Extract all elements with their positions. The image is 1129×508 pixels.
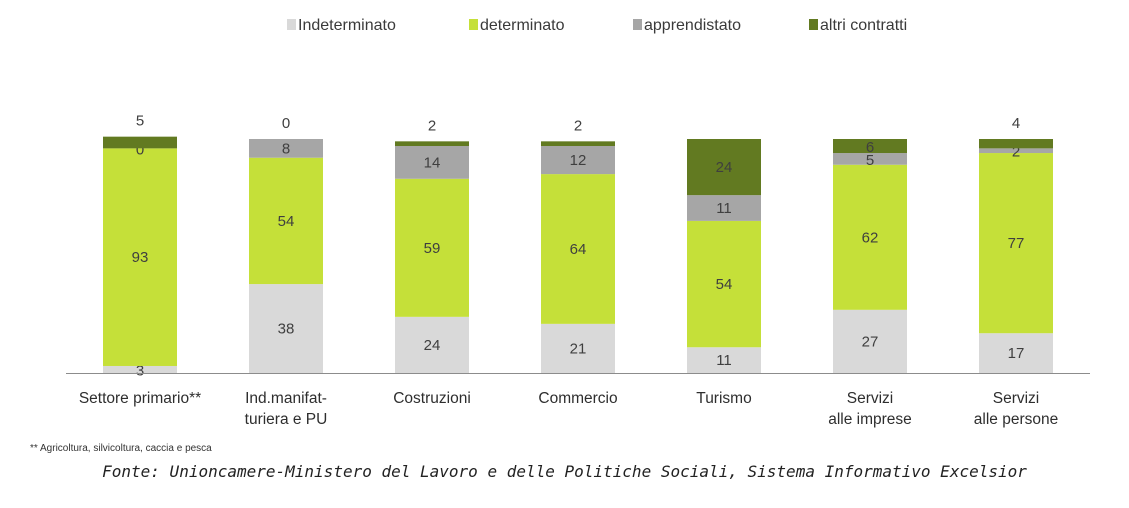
x-tick-label-ind-manifat-turiera-e-pu: Ind.manifat-turiera e PU [245, 390, 328, 428]
bar-segment-indeterminato [249, 284, 323, 373]
value-label-apprendistato: 5 [866, 152, 874, 169]
value-label-apprendistato: 2 [1012, 144, 1020, 161]
bar-segment-determinato [979, 153, 1053, 334]
legend-swatch-determinato [469, 19, 478, 30]
source-note: Fonte: Unioncamere-Ministero del Lavoro … [102, 462, 1027, 481]
value-label-indeterminato: 3 [136, 362, 144, 379]
value-label-indeterminato: 21 [570, 340, 587, 357]
bar-segment-determinato [541, 174, 615, 324]
value-label-determinato: 64 [570, 241, 587, 258]
footnote: ** Agricoltura, silvicoltura, caccia e p… [30, 443, 212, 454]
value-label-apprendistato: 12 [570, 152, 587, 169]
x-tick-label-servizi-alle-imprese: Servizi alle imprese [828, 390, 912, 428]
value-label-apprendistato: 0 [136, 141, 144, 158]
legend-label-determinato: determinato [480, 17, 565, 34]
bar-group-servizi-alle-persone: 17 77 2 4 [979, 115, 1053, 373]
value-label-determinato: 93 [132, 249, 149, 266]
bar-segment-altri-contratti [833, 139, 907, 154]
legend-label-altri-contratti: altri contratti [820, 17, 907, 34]
value-label-apprendistato: 11 [716, 200, 732, 217]
bar-segment-altri-contratti [103, 136, 177, 149]
bar-segment-apprendistato [249, 139, 323, 158]
x-tick-label-settore-primario: Settore primario** [79, 390, 201, 407]
value-label-altri-contratti: 4 [1012, 115, 1020, 132]
bar-segment-apprendistato [395, 146, 469, 179]
bar-segment-determinato [687, 220, 761, 348]
value-label-altri-contratti: 2 [574, 117, 582, 134]
value-label-altri-contratti: 24 [716, 159, 733, 176]
x-tick-label-costruzioni: Costruzioni [393, 390, 471, 407]
bar-segment-indeterminato [103, 365, 177, 373]
bar-segment-indeterminato [541, 323, 615, 373]
bar-segment-altri-contratti [979, 139, 1053, 149]
bar-group-costruzioni: 24 59 14 2 [395, 117, 469, 373]
value-label-apprendistato: 8 [282, 140, 290, 157]
bar-segment-indeterminato [833, 309, 907, 373]
value-label-indeterminato: 24 [424, 337, 441, 354]
bars: 3930538548024591422164122115411242762561… [103, 113, 1053, 379]
x-tick-label-servizi-alle-persone: Servizi alle persone [974, 390, 1058, 428]
x-tick-label-commercio: Commercio [538, 390, 617, 407]
bar-segment-altri-contratti [541, 141, 615, 147]
bar-segment-indeterminato [979, 333, 1053, 373]
value-label-altri-contratti: 5 [136, 113, 144, 130]
value-label-determinato: 59 [424, 240, 441, 257]
value-label-altri-contratti: 6 [866, 139, 874, 156]
bar-segment-apprendistato [833, 153, 907, 165]
x-tick-labels: Settore primario** Ind.manifat-turiera e … [79, 390, 1058, 428]
bar-segment-determinato [833, 164, 907, 310]
value-label-determinato: 62 [862, 229, 879, 246]
stacked-bar-chart: Indeterminato determinato apprendistato alt… [66, 17, 1090, 428]
x-tick-label-turismo: Turismo [696, 390, 751, 407]
bar-segment-apprendistato [541, 146, 615, 175]
legend-swatch-altri-contratti [809, 19, 818, 30]
legend-label-apprendistato: apprendistato [644, 17, 741, 34]
value-label-determinato: 54 [716, 276, 733, 293]
bar-segment-altri-contratti [687, 139, 761, 196]
value-label-determinato: 54 [278, 213, 295, 230]
value-label-indeterminato: 27 [862, 333, 879, 350]
value-label-indeterminato: 38 [278, 321, 295, 338]
bar-group-ind-manifat-turiera-e-pu: 38 54 8 0 [249, 115, 323, 373]
value-label-altri-contratti: 2 [428, 117, 436, 134]
bar-segment-determinato [249, 157, 323, 285]
legend-label-indeterminato: Indeterminato [298, 17, 396, 34]
legend-swatch-apprendistato [633, 19, 642, 30]
bar-segment-determinato [103, 148, 177, 366]
value-label-determinato: 77 [1008, 235, 1025, 252]
bar-segment-determinato [395, 178, 469, 317]
bar-segment-indeterminato [395, 316, 469, 373]
value-label-indeterminato: 17 [1008, 345, 1025, 362]
value-label-altri-contratti: 0 [282, 115, 290, 132]
bar-segment-apprendistato [979, 148, 1053, 154]
bar-group-settore-primario: 3 93 0 5 [103, 113, 177, 379]
bar-segment-apprendistato [687, 195, 761, 221]
legend-swatch-indeterminato [287, 19, 296, 30]
value-label-apprendistato: 14 [424, 154, 441, 171]
bar-group-turismo: 11 54 11 24 [687, 139, 761, 373]
value-label-indeterminato: 11 [716, 352, 732, 369]
bar-group-commercio: 21 64 12 2 [541, 117, 615, 373]
bar-group-servizi-alle-imprese: 27 62 56 [833, 139, 907, 373]
bar-segment-altri-contratti [395, 141, 469, 147]
bar-segment-indeterminato [687, 347, 761, 373]
legend: Indeterminato determinato apprendistato alt… [287, 17, 907, 34]
